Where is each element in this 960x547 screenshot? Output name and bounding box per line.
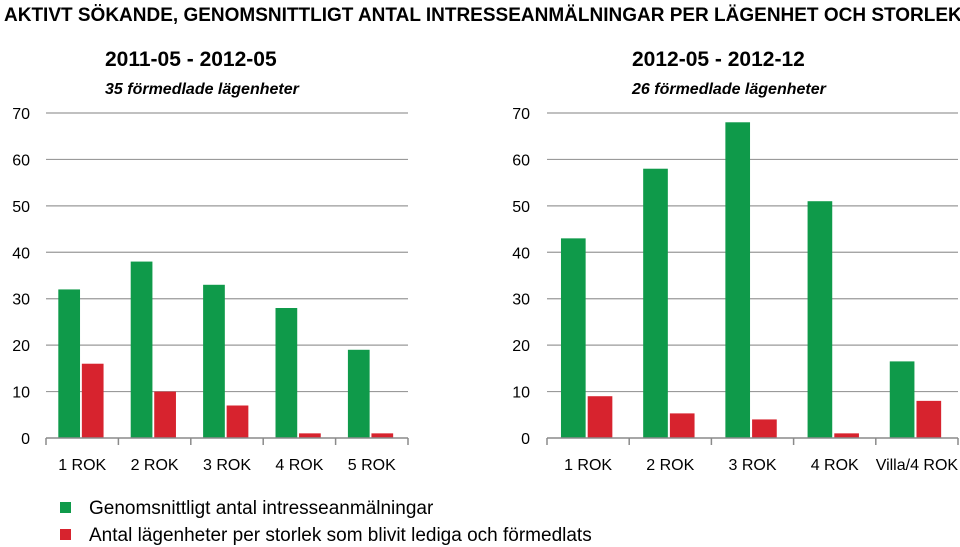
left-bar-red-1 [154,391,176,438]
legend-label-green: Genomsnittligt antal intresseanmälningar [89,498,434,519]
right-bar-green-0 [560,238,586,438]
left-bar-red-0 [81,363,104,438]
right-bar-red-4 [916,400,942,438]
panel-left-title: 2011-05 - 2012-05 [105,48,277,71]
left-y-tick-30: 30 [12,292,30,309]
right-category-label-0: 1 ROK [564,457,612,474]
panel-right-title: 2012-05 - 2012-12 [632,48,805,71]
right-bar-green-4 [889,361,915,438]
left-category-label-4: 5 ROK [348,457,396,474]
left-category-label-0: 1 ROK [58,457,106,474]
panel-right-subtitle: 26 förmedlade lägenheter [631,81,827,98]
right-y-tick-40: 40 [512,245,530,262]
right-category-label-4: Villa/4 ROK [876,457,959,474]
right-y-tick-60: 60 [512,152,530,169]
right-category-label-3: 4 ROK [811,457,859,474]
left-bar-green-3 [275,308,298,438]
right-bar-red-3 [834,433,859,438]
right-y-tick-20: 20 [512,338,530,355]
left-bar-red-2 [226,405,249,438]
right-bar-green-1 [643,168,668,438]
legend-swatch-green [60,502,71,513]
right-y-tick-50: 50 [512,199,530,216]
legend: Genomsnittligt antal intresseanmälningar… [60,498,592,546]
right-y-tick-10: 10 [512,385,530,402]
right-bar-red-0 [587,396,613,438]
right-bar-green-2 [725,122,751,439]
left-y-tick-10: 10 [12,385,30,402]
left-bar-green-1 [130,261,153,438]
legend-label-red: Antal lägenheter per storlek som blivit … [89,525,592,546]
left-category-label-3: 4 ROK [275,457,323,474]
right-y-tick-30: 30 [512,292,530,309]
left-category-label-2: 3 ROK [203,457,251,474]
right-bar-red-1 [669,413,695,438]
left-y-tick-70: 70 [12,106,30,123]
left-y-tick-0: 0 [21,431,30,448]
legend-swatch-red [60,529,71,540]
right-bar-green-3 [807,201,833,438]
left-bar-green-4 [347,349,370,438]
right-category-label-1: 2 ROK [646,457,694,474]
plot-area-right: 0 10 20 30 40 50 60 70 1 ROK 2 ROK 3 ROK 4 ROK Villa… [512,106,959,474]
panel-right: 2012-05 - 2012-12 26 förmedlade lägenhet… [512,48,959,474]
left-y-tick-60: 60 [12,152,30,169]
right-y-tick-70: 70 [512,106,530,123]
left-category-label-1: 2 ROK [131,457,179,474]
left-y-tick-20: 20 [12,338,30,355]
plot-area-left: 0 10 20 30 40 50 60 70 1 ROK 2 ROK 3 ROK 4 ROK 5 ROK [12,106,409,474]
panel-left: 2011-05 - 2012-05 35 förmedlade lägenhet… [12,48,409,474]
left-y-tick-40: 40 [12,245,30,262]
left-bar-green-0 [58,289,81,438]
right-bar-red-2 [752,419,777,438]
left-y-tick-50: 50 [12,199,30,216]
left-bar-red-4 [371,433,394,438]
panel-left-subtitle: 35 förmedlade lägenheter [105,81,300,98]
chart-title: AKTIVT SÖKANDE, GENOMSNITTLIGT ANTAL INT… [4,5,960,26]
left-bar-green-2 [203,284,225,438]
right-category-label-2: 3 ROK [728,457,776,474]
right-y-tick-0: 0 [521,431,530,448]
left-bar-red-3 [299,433,321,438]
